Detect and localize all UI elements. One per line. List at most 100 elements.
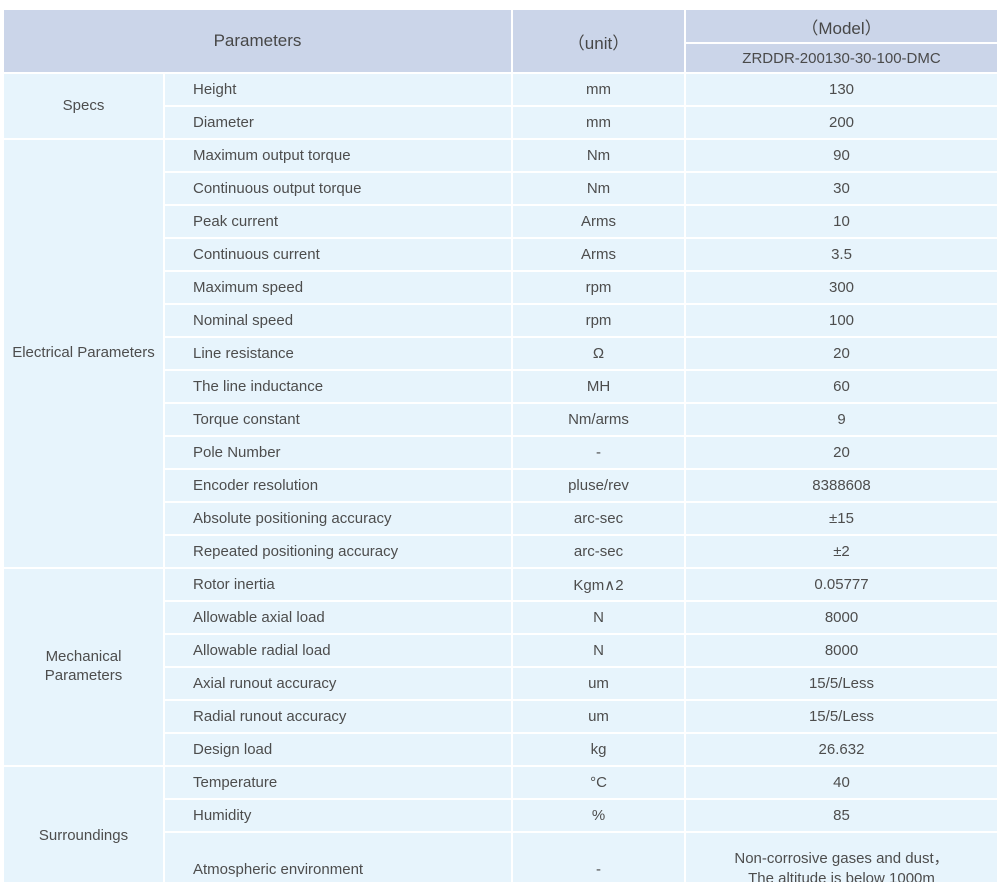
parameter-cell: Allowable axial load [163,600,513,635]
table-row: Allowable radial load N 8000 [3,633,999,668]
parameter-cell: Temperature [163,765,513,800]
value-cell: 15/5/Less [684,666,999,701]
value-cell: 100 [684,303,999,338]
unit-cell: Kgm∧2 [511,567,686,602]
unit-cell: Nm [511,138,686,173]
table-row: Repeated positioning accuracy arc-sec ±2 [3,534,999,569]
table-row: Line resistance Ω 20 [3,336,999,371]
table-row: Continuous output torque Nm 30 [3,171,999,206]
value-cell: ±2 [684,534,999,569]
parameter-cell: Continuous output torque [163,171,513,206]
table-row: Nominal speed rpm 100 [3,303,999,338]
value-cell: 8000 [684,633,999,668]
value-cell: 15/5/Less [684,699,999,734]
unit-cell: Ω [511,336,686,371]
table-row: Atmospheric environment - Non-corrosive ga… [3,831,999,882]
unit-cell: pluse/rev [511,468,686,503]
parameter-cell: Continuous current [163,237,513,272]
value-cell: 10 [684,204,999,239]
table-row: Surroundings Temperature °C 40 [2,765,999,882]
parameter-cell: Atmospheric environment [163,831,513,882]
header-unit: （unit） [511,8,686,74]
category-cell-surroundings: Surroundings [2,765,165,882]
parameter-cell: Height [163,72,513,107]
value-cell: 60 [684,369,999,404]
unit-cell: Nm/arms [511,402,686,437]
unit-cell: - [511,435,686,470]
value-cell: 40 [684,765,999,800]
value-cell: 30 [684,171,999,206]
value-cell: 300 [684,270,999,305]
unit-cell: mm [511,105,686,140]
parameter-cell: Humidity [163,798,513,833]
unit-cell: rpm [511,303,686,338]
parameter-cell: Allowable radial load [163,633,513,668]
table-row: Electrical Parameters Maximum output torq… [2,138,999,569]
value-cell: 20 [684,336,999,371]
unit-cell: N [511,633,686,668]
unit-cell: kg [511,732,686,767]
parameter-cell: Rotor inertia [163,567,513,602]
parameter-cell: Absolute positioning accuracy [163,501,513,536]
parameter-cell: Peak current [163,204,513,239]
value-cell: Non-corrosive gases and dust， The altitud… [684,831,999,882]
value-cell: 26.632 [684,732,999,767]
table-row: Allowable axial load N 8000 [3,600,999,635]
table-row: Design load kg 26.632 [3,732,999,767]
parameter-cell: Nominal speed [163,303,513,338]
table-row: Continuous current Arms 3.5 [3,237,999,272]
parameter-cell: Repeated positioning accuracy [163,534,513,569]
table-row: Specs Height mm 130 [2,72,999,140]
parameter-cell: Maximum output torque [163,138,513,173]
table-row: Encoder resolution pluse/rev 8388608 [3,468,999,503]
table-row: Mechanical Parameters Rotor inertia Kgm∧2 0… [2,567,999,767]
header-model-value: ZRDDR-200130-30-100-DMC [684,42,999,74]
value-cell: 20 [684,435,999,470]
value-cell: 0.05777 [684,567,999,602]
table-row: Peak current Arms 10 [3,204,999,239]
value-line: Non-corrosive gases and dust， [734,849,949,867]
table-row: The line inductance MH 60 [3,369,999,404]
unit-cell: Arms [511,237,686,272]
table-row: Radial runout accuracy um 15/5/Less [3,699,999,734]
unit-cell: Nm [511,171,686,206]
table-row: Torque constant Nm/arms 9 [3,402,999,437]
parameter-cell: Pole Number [163,435,513,470]
unit-cell: rpm [511,270,686,305]
parameter-cell: Maximum speed [163,270,513,305]
table-header: Parameters （unit） （Model） ZRDDR-200130-3… [2,8,999,74]
header-model: （Model） [684,8,999,44]
parameter-cell: Encoder resolution [163,468,513,503]
parameter-cell: Torque constant [163,402,513,437]
parameter-cell: Axial runout accuracy [163,666,513,701]
value-cell: 85 [684,798,999,833]
unit-cell: arc-sec [511,501,686,536]
header-parameters: Parameters [2,8,513,74]
value-cell: 9 [684,402,999,437]
category-cell-electrical-parameters: Electrical Parameters [2,138,165,569]
unit-cell: um [511,666,686,701]
unit-cell: MH [511,369,686,404]
parameter-cell: Radial runout accuracy [163,699,513,734]
spec-table: Parameters （unit） （Model） ZRDDR-200130-3… [2,8,999,882]
table-row: Humidity% 85 [3,798,999,833]
parameter-cell: Diameter [163,105,513,140]
unit-cell: arc-sec [511,534,686,569]
value-cell: 200 [684,105,999,140]
category-cell-specs: Specs [2,72,165,140]
value-cell: 90 [684,138,999,173]
table-row: Diameter mm 200 [3,105,999,140]
unit-cell: Arms [511,204,686,239]
unit-cell: mm [511,72,686,107]
unit-cell: °C [511,765,686,800]
value-cell: 8388608 [684,468,999,503]
unit-cell: N [511,600,686,635]
table-row: Axial runout accuracy um 15/5/Less [3,666,999,701]
unit-cell: % [511,798,686,833]
value-cell: 8000 [684,600,999,635]
parameter-cell: Design load [163,732,513,767]
value-cell: 3.5 [684,237,999,272]
table-row: Pole Number -20 [3,435,999,470]
parameter-cell: The line inductance [163,369,513,404]
